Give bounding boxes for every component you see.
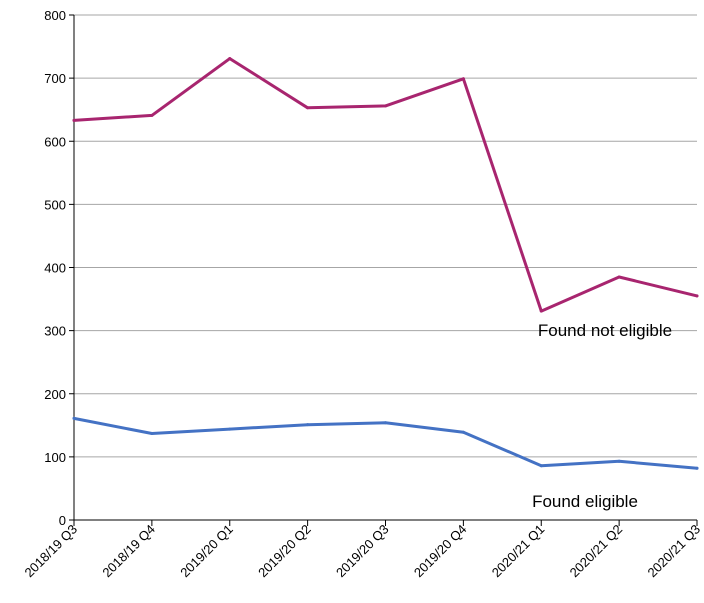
series-labels: Found not eligible Found eligible (532, 321, 672, 511)
y-axis: 0 100 200 300 400 500 600 700 800 (44, 8, 75, 528)
x-tick-label: 2019/20 Q1 (177, 522, 236, 581)
data-point (539, 309, 543, 313)
x-tick-label: 2020/21 Q1 (489, 522, 548, 581)
data-point (306, 106, 310, 110)
x-tick-label: 2019/20 Q3 (333, 522, 392, 581)
y-tick-label: 100 (44, 450, 66, 465)
y-tick-label: 400 (44, 261, 66, 276)
data-point (228, 57, 232, 61)
data-point (617, 459, 621, 463)
data-point (461, 430, 465, 434)
data-point (228, 427, 232, 431)
data-point (72, 416, 76, 420)
data-point (150, 432, 154, 436)
x-axis: 2018/19 Q3 2018/19 Q4 2019/20 Q1 2019/20 Q2… (21, 519, 703, 581)
data-point (384, 104, 387, 108)
x-tick-label: 2020/21 Q2 (567, 522, 626, 581)
data-point (695, 294, 699, 298)
x-tick-label: 2018/19 Q3 (21, 522, 80, 581)
data-point (539, 464, 543, 468)
y-tick-label: 600 (44, 134, 66, 149)
y-tick-label: 500 (44, 197, 66, 212)
x-tick-label: 2019/20 Q2 (255, 522, 314, 581)
series-label-found-not-eligible: Found not eligible (538, 321, 672, 340)
data-point (72, 118, 76, 122)
data-point (306, 423, 310, 427)
series-lines (72, 57, 699, 470)
y-tick-label: 300 (44, 324, 66, 339)
data-point (461, 77, 465, 81)
x-tick-label: 2018/19 Q4 (99, 522, 158, 581)
series-line-found-not-eligible (72, 57, 699, 313)
y-tick-label: 0 (59, 513, 66, 528)
x-tick-label: 2020/21 Q3 (644, 522, 703, 581)
series-label-found-eligible: Found eligible (532, 492, 638, 511)
y-tick-label: 700 (44, 71, 66, 86)
data-point (617, 275, 621, 279)
data-point (695, 466, 699, 470)
data-point (150, 113, 154, 117)
data-point (384, 421, 387, 425)
series-line-found-eligible (72, 416, 699, 470)
x-tick-label: 2019/20 Q4 (411, 522, 470, 581)
y-tick-label: 200 (44, 387, 66, 402)
y-tick-label: 800 (44, 8, 66, 23)
grid-lines (74, 14, 697, 458)
